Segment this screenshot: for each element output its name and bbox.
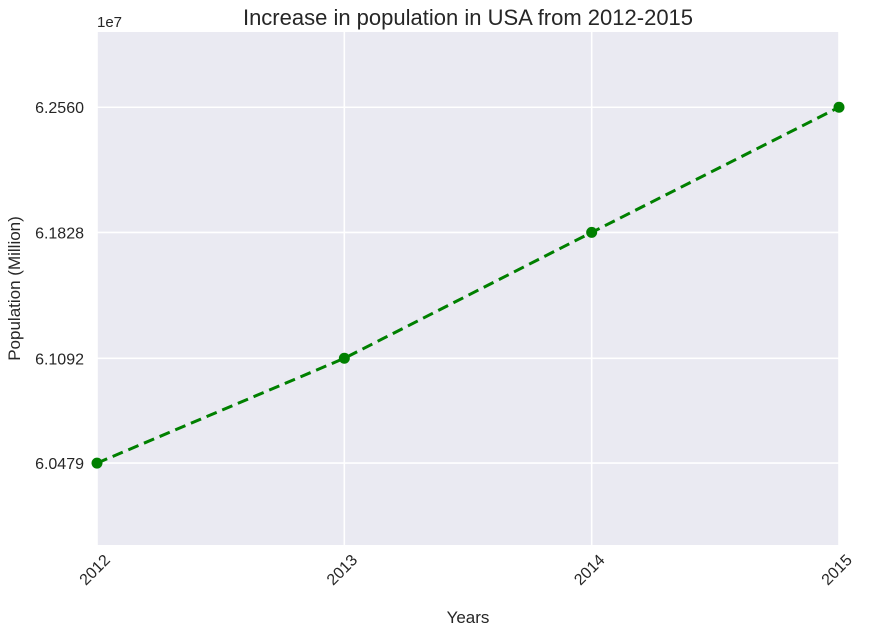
y-tick-label: 6.0479 [35,456,84,473]
plot-area [97,32,839,545]
y-axis-label: Population (Million) [5,216,24,361]
data-point [338,352,350,364]
grid-lines [96,32,840,545]
x-tick-label: 2014 [571,552,608,589]
y-tick-label: 6.1092 [35,351,84,368]
x-tick-label: 2015 [819,552,856,589]
x-tick-label: 2013 [324,552,361,589]
y-tick-label: 6.2560 [35,100,84,117]
data-point [91,457,103,469]
data-point [586,226,598,238]
x-axis-label: Years [447,608,490,627]
y-tick-label: 6.1828 [35,225,84,242]
data-point [833,101,845,113]
series-layer [91,101,845,469]
series-line [96,105,840,465]
y-axis-offset-label: 1e7 [97,14,122,31]
chart-title: Increase in population in USA from 2012-… [243,5,693,30]
x-tick-label: 2012 [77,552,114,589]
